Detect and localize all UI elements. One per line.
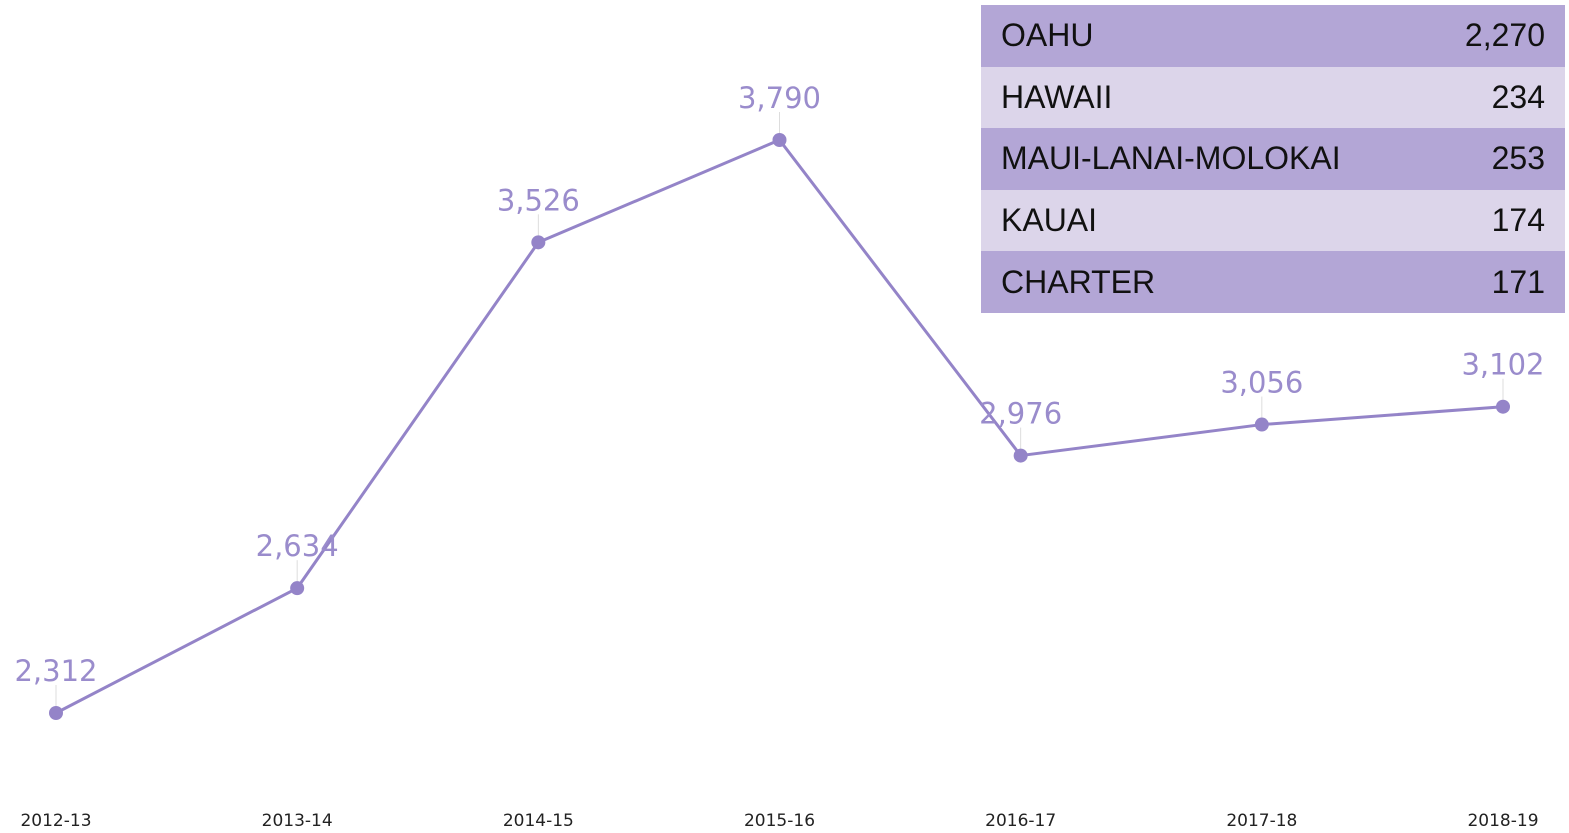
point — [1496, 399, 1510, 414]
x-tick-label: 2014-15 — [503, 811, 574, 831]
data-label: 2,976 — [979, 397, 1062, 431]
summary-table: OAHU 2,270 HAWAII 234 MAUI-LANAI-MOLOKAI 253 K… — [981, 5, 1565, 313]
point — [531, 235, 546, 250]
x-tick-label: 2015-16 — [744, 811, 815, 831]
point — [772, 133, 787, 147]
data-label: 3,526 — [497, 183, 580, 217]
data-label: 2,634 — [256, 529, 339, 563]
x-tick-label: 2013-14 — [262, 811, 333, 831]
point — [49, 706, 63, 720]
data-label: 3,102 — [1461, 348, 1544, 382]
table-row: MAUI-LANAI-MOLOKAI 253 — [981, 128, 1565, 190]
table-row: HAWAII 234 — [981, 66, 1565, 129]
row-value: 174 — [1491, 202, 1545, 239]
data-label: 3,790 — [738, 81, 821, 115]
row-label: KAUAI — [1001, 202, 1098, 239]
table-row: OAHU 2,270 — [981, 5, 1565, 67]
x-tick-label: 2018-19 — [1467, 811, 1538, 831]
table-row: KAUAI 174 — [981, 189, 1565, 252]
row-value: 2,270 — [1464, 17, 1545, 54]
row-label: OAHU — [1001, 17, 1094, 54]
table-row: CHARTER 171 — [981, 251, 1565, 313]
row-label: MAUI-LANAI-MOLOKAI — [1001, 140, 1341, 177]
x-tick-label: 2016-17 — [985, 811, 1056, 831]
row-label: CHARTER — [1001, 263, 1156, 300]
data-label: 2,312 — [14, 654, 97, 688]
x-tick-label: 2017-18 — [1226, 811, 1297, 831]
point — [1013, 448, 1028, 463]
x-tick-label: 2012-13 — [20, 811, 91, 831]
data-label: 3,056 — [1220, 366, 1303, 400]
row-value: 253 — [1491, 140, 1545, 177]
row-value: 171 — [1491, 263, 1545, 300]
point — [290, 581, 305, 596]
point — [1254, 417, 1269, 432]
row-value: 234 — [1491, 78, 1545, 115]
row-label: HAWAII — [1001, 78, 1113, 115]
